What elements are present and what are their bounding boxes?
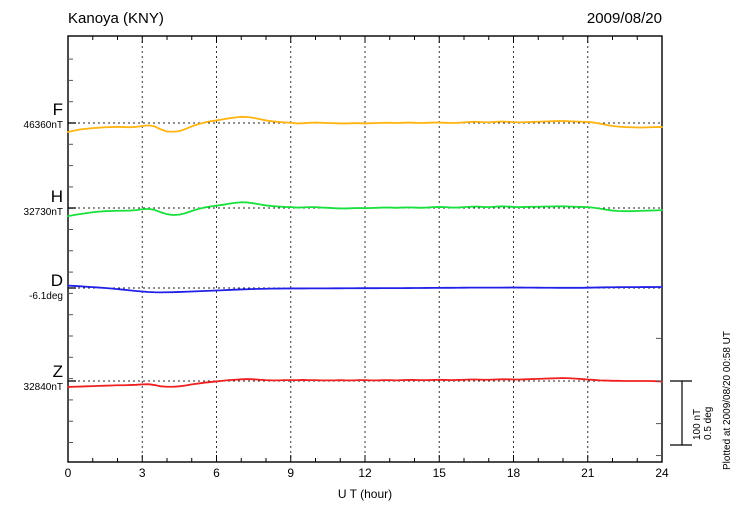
- scale-bar-deg: 0.5 deg: [703, 406, 714, 440]
- plot-frame: [67, 35, 663, 463]
- component-label-h: H 32730nT: [3, 188, 63, 219]
- component-value-d: -6.1deg: [29, 291, 63, 302]
- chart-date: 2009/08/20: [586, 10, 662, 27]
- scale-bar-label: 100 nT 0.5 deg: [692, 407, 714, 440]
- grid-lines: [68, 36, 662, 462]
- component-name-d: D: [50, 271, 63, 290]
- x-tick-15: 15: [432, 466, 446, 480]
- x-tick-0: 0: [64, 466, 72, 480]
- scale-bar-nt: 100 nT: [692, 408, 703, 440]
- x-axis-label: U T (hour): [337, 487, 393, 501]
- x-tick-6: 6: [213, 466, 220, 480]
- component-label-f: F 46360nT: [3, 101, 63, 132]
- x-tick-21: 21: [581, 466, 595, 480]
- component-value-h: 32730nT: [23, 207, 63, 218]
- x-tick-18: 18: [506, 466, 521, 480]
- x-tick-3: 3: [138, 466, 146, 480]
- page-title: Kanoya (KNY): [68, 10, 164, 27]
- component-value-f: 46360nT: [23, 120, 63, 131]
- plotted-timestamp: Plotted at 2009/08/20 00:58 UT: [722, 331, 730, 470]
- scale-bar: [656, 337, 692, 457]
- axis-ticks: [67, 36, 663, 462]
- component-value-z: 32840nT: [23, 382, 63, 393]
- x-tick-24: 24: [655, 466, 669, 480]
- x-tick-9: 9: [287, 466, 295, 480]
- component-name-f: F: [52, 100, 63, 119]
- component-label-z: Z 32840nT: [3, 363, 63, 394]
- component-name-h: H: [50, 187, 63, 206]
- component-label-d: D -6.1deg: [3, 272, 63, 303]
- x-tick-12: 12: [358, 466, 372, 480]
- component-name-z: Z: [52, 362, 63, 381]
- data-traces: [67, 115, 663, 388]
